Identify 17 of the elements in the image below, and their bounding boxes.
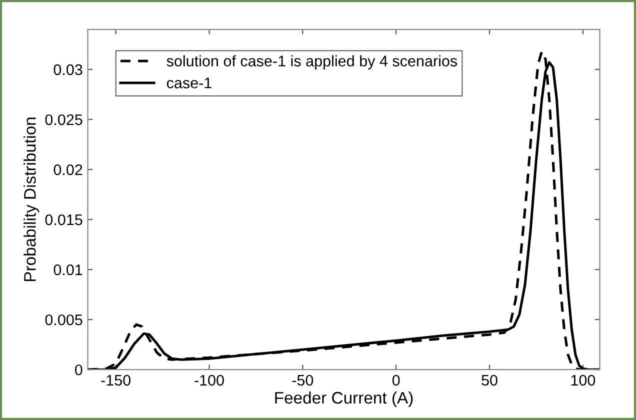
x-tick-label: -50 [292,374,314,386]
legend-label: solution of case-1 is applied by 4 scenarios [166,55,458,70]
y-tick-label: 0.03 [54,64,82,76]
x-tick-label: -150 [101,374,130,386]
x-tick-label: 0 [392,374,400,386]
y-tick-label: 0.015 [45,214,82,226]
x-tick-label: -100 [194,374,224,386]
y-tick-label: 0.005 [45,314,82,326]
y-tick-label: 0.01 [54,264,82,276]
y-tick-label: 0.025 [45,114,82,126]
y-tick-label: 0.02 [54,164,82,176]
y-tick-label: 0 [75,364,82,376]
x-tick-label: 50 [482,374,498,386]
legend-label: case-1 [166,78,212,88]
x-axis-title: Feeder Current (A) [275,391,413,408]
y-axis-title: Probability Distribution [24,118,40,282]
x-tick-label: 100 [571,374,596,386]
